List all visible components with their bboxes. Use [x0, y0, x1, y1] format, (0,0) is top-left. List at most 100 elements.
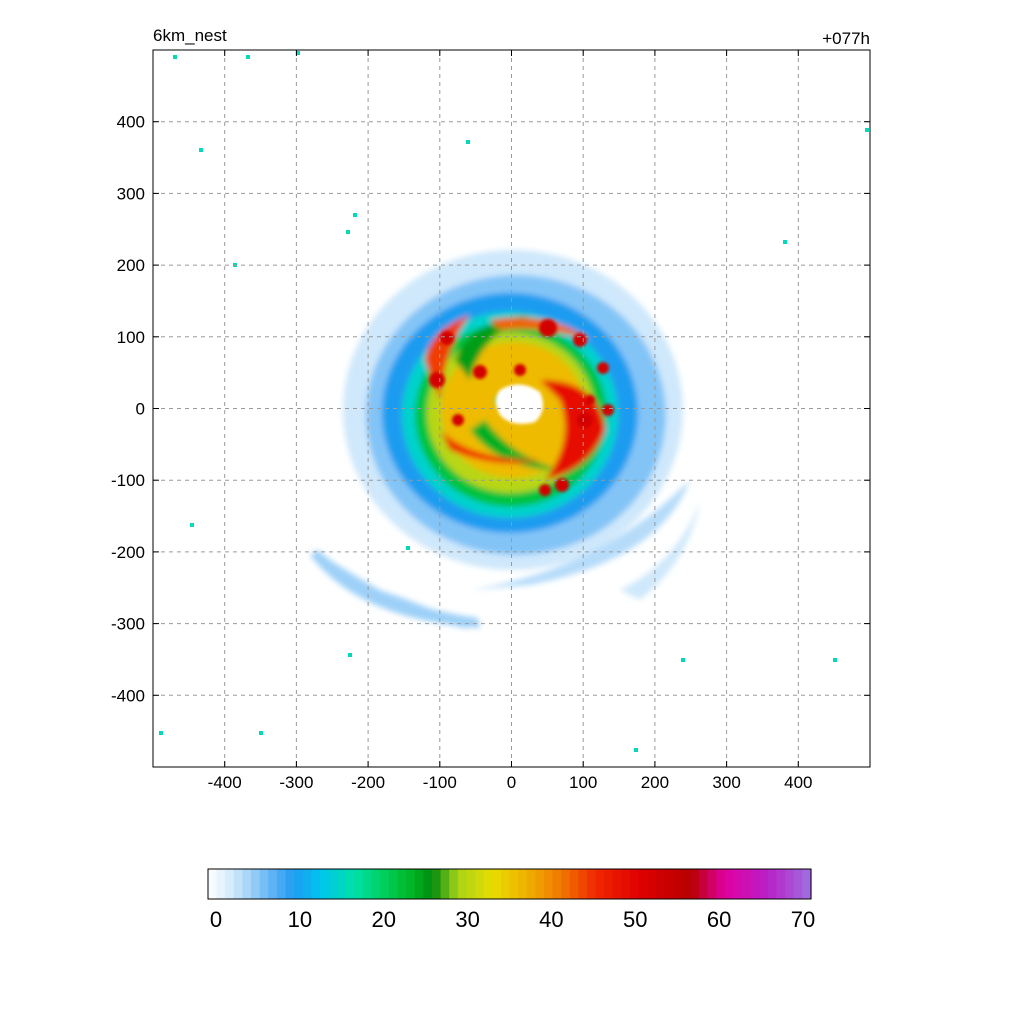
colorbar-segment	[578, 869, 588, 899]
convective-cell	[514, 364, 526, 376]
convective-cell	[539, 319, 557, 337]
convective-cell	[440, 331, 454, 345]
convective-cell	[602, 404, 614, 416]
colorbar-segment	[397, 869, 407, 899]
colorbar-tick-label: 70	[791, 907, 815, 932]
convective-cell	[585, 395, 595, 405]
isolated-cell	[353, 213, 357, 217]
moat-north	[455, 315, 530, 380]
x-tick-label: 200	[641, 773, 669, 792]
colorbar-segment	[208, 869, 218, 899]
isolated-cell	[865, 128, 869, 132]
colorbar-segment	[655, 869, 666, 899]
colorbar-segment	[647, 869, 657, 899]
colorbar-segment	[319, 869, 330, 899]
x-tick-label: -300	[279, 773, 313, 792]
convective-cell	[429, 372, 445, 388]
colorbar-segment	[492, 869, 502, 899]
isolated-cell	[246, 55, 250, 59]
colorbar-segment	[483, 869, 493, 899]
isolated-cell	[406, 546, 410, 550]
colorbar-segment	[561, 869, 571, 899]
colorbar-segment	[251, 869, 261, 899]
isolated-cell	[634, 748, 638, 752]
colorbar-segment	[285, 869, 295, 899]
colorbar-segment	[440, 869, 450, 899]
colorbar-segment	[354, 869, 364, 899]
colorbar-tick-label: 50	[623, 907, 647, 932]
isolated-cell	[466, 140, 470, 144]
colorbar-segment	[233, 869, 244, 899]
colorbar-ticks: 0 10 20 30 40 50 60 70	[210, 907, 815, 932]
convective-cell	[539, 484, 551, 496]
convective-cell	[555, 478, 569, 492]
x-tick-label: 300	[712, 773, 740, 792]
isolated-cell	[833, 658, 837, 662]
convective-cell	[577, 412, 593, 428]
colorbar-segment	[268, 869, 278, 899]
colorbar-segment	[302, 869, 312, 899]
wind-field	[159, 51, 869, 752]
isolated-cell	[159, 731, 163, 735]
colorbar-segment	[690, 869, 700, 899]
colorbar-segment	[552, 869, 562, 899]
spiral-band-southwest	[310, 550, 480, 628]
colorbar-segment	[475, 869, 485, 899]
convective-cell	[573, 333, 587, 347]
y-tick-label: 100	[117, 328, 145, 347]
colorbar-segment	[759, 869, 769, 899]
y-tick-label: -300	[111, 615, 145, 634]
y-axis: 400 300 200 100 0 -100 -200 -300 -400	[111, 113, 870, 705]
colorbar-segment	[466, 869, 476, 899]
x-tick-label: -200	[351, 773, 385, 792]
colorbar-segment	[767, 869, 778, 899]
colorbar-segment	[733, 869, 743, 899]
x-axis: -400 -300 -200 -100 0 100 200 300 400	[208, 50, 812, 792]
isolated-cell	[346, 230, 350, 234]
x-tick-label: 0	[507, 773, 516, 792]
colorbar-tick-label: 30	[455, 907, 479, 932]
y-tick-label: -400	[111, 686, 145, 705]
field-cells	[429, 319, 614, 496]
title-right: +077h	[822, 29, 870, 48]
colorbar-segment	[363, 869, 373, 899]
colorbar-segment	[776, 869, 786, 899]
colorbar-segment	[449, 869, 459, 899]
colorbar-segment	[414, 869, 424, 899]
colorbar-segment	[423, 869, 433, 899]
colorbar-segment	[612, 869, 623, 899]
colorbar-segment	[500, 869, 511, 899]
colorbar-segment	[724, 869, 735, 899]
colorbar-segment	[328, 869, 338, 899]
y-tick-label: -100	[111, 471, 145, 490]
isolated-cell	[259, 731, 263, 735]
colorbar-segment	[630, 869, 640, 899]
colorbar-segment	[526, 869, 536, 899]
colorbar-segment	[431, 869, 442, 899]
y-tick-label: -200	[111, 543, 145, 562]
colorbar-segment	[716, 869, 726, 899]
colorbar-segment	[750, 869, 760, 899]
colorbar-segment	[337, 869, 347, 899]
colorbar-segment	[259, 869, 269, 899]
isolated-cell	[783, 240, 787, 244]
eyewall-south	[440, 430, 540, 464]
colorbar-segment	[457, 869, 468, 899]
colorbar-segment	[638, 869, 648, 899]
y-tick-label: 300	[117, 184, 145, 203]
colorbar-segment	[380, 869, 390, 899]
colorbar-segment	[707, 869, 717, 899]
isolated-cell	[199, 148, 203, 152]
x-tick-label: -100	[423, 773, 457, 792]
colorbar	[208, 869, 812, 899]
x-tick-label: -400	[208, 773, 242, 792]
spiral-band-southeast	[470, 480, 690, 590]
colorbar-tick-label: 0	[210, 907, 222, 932]
colorbar-segment	[569, 869, 580, 899]
colorbar-segment	[621, 869, 631, 899]
isolated-cell	[348, 653, 352, 657]
y-tick-label: 200	[117, 256, 145, 275]
colorbar-segment	[785, 869, 795, 899]
isolated-cell	[681, 658, 685, 662]
